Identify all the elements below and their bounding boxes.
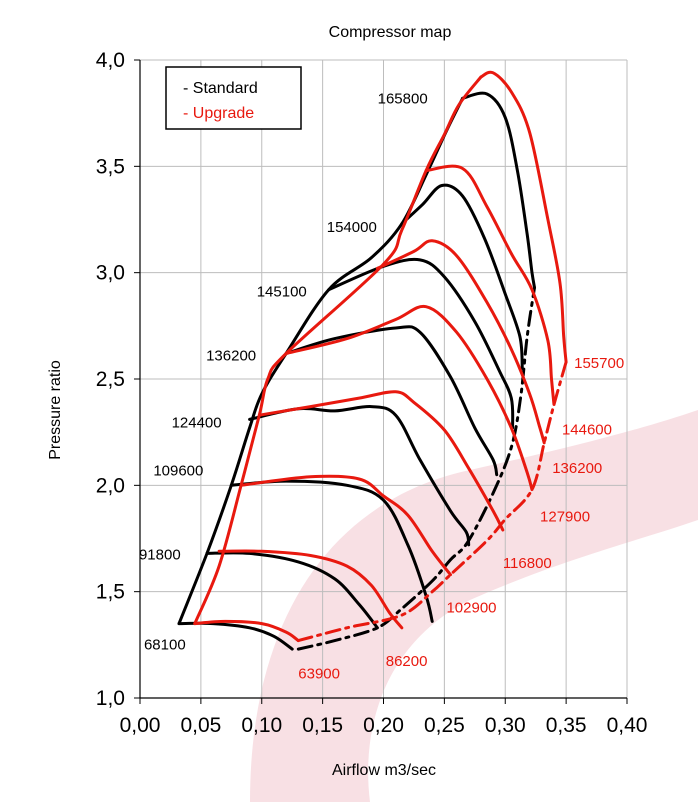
upgrade-speed-line-116800: [257, 390, 505, 532]
x-tick-label: 0,10: [241, 714, 282, 737]
upgrade-speed-line-144600: [424, 164, 556, 406]
standard-speed-line-145100: [327, 257, 515, 430]
y-tick-label: 3,5: [96, 155, 125, 178]
x-tick-label: 0,25: [424, 714, 465, 737]
y-tick-label: 2,0: [96, 474, 125, 497]
grid-lines: [140, 59, 628, 698]
upgrade-rpm-label: 144600: [562, 422, 612, 439]
upgrade-speed-line-86200: [217, 549, 404, 630]
upgrade-speed-line-136200: [375, 239, 546, 445]
rpm-labels: 165800 154000 145100 136200 124400 109600 9180…: [139, 90, 624, 682]
upgrade-speed-line-63900: [193, 619, 300, 643]
upgrade-rpm-label: 155700: [574, 355, 624, 372]
y-tick-label: 4,0: [96, 49, 125, 72]
standard-rpm-label: 91800: [139, 546, 181, 563]
chart-title: Compressor map: [329, 24, 452, 41]
standard-rpm-label: 136200: [206, 347, 256, 364]
y-tick-label: 2,5: [96, 368, 125, 391]
upgrade-choke-line: [296, 360, 568, 643]
standard-rpm-label: 124400: [172, 414, 222, 431]
upgrade-rpm-label: 86200: [386, 653, 428, 670]
standard-speed-line-165800: [461, 91, 536, 290]
standard-rpm-label: 68100: [144, 637, 186, 654]
standard-choke-line: [296, 286, 536, 651]
standard-rpm-label: 109600: [153, 462, 203, 479]
y-axis-label: Pressure ratio: [47, 360, 64, 460]
legend-standard: - Standard: [183, 80, 258, 97]
upgrade-rpm-label: 136200: [552, 460, 602, 477]
x-tick-label: 0,15: [302, 714, 343, 737]
y-tick-label: 3,0: [96, 262, 125, 285]
standard-rpm-label: 165800: [378, 90, 428, 107]
x-tick-label: 0,05: [180, 714, 221, 737]
standard-rpm-label: 145100: [257, 284, 307, 301]
axes: 0,00 0,05 0,10 0,15 0,20 0,25 0,30 0,35 0,40 1,0 1…: [96, 49, 648, 737]
standard-speed-line-136200: [284, 325, 499, 477]
x-tick-label: 0,30: [485, 714, 526, 737]
standard-surge-line: [177, 96, 465, 626]
legend-box: [165, 66, 302, 130]
upgrade-surge-line: [193, 75, 483, 626]
upgrade-speed-line-102900: [239, 474, 452, 577]
standard-speed-line-124400: [248, 405, 471, 547]
series-layer: [177, 70, 568, 651]
legend: - Standard - Upgrade: [165, 66, 302, 130]
standard-speed-line-154000: [400, 183, 524, 370]
upgrade-rpm-label: 127900: [540, 509, 590, 526]
y-tick-label: 1,5: [96, 581, 125, 604]
legend-upgrade: - Upgrade: [183, 105, 254, 122]
x-tick-label: 0,40: [607, 714, 648, 737]
upgrade-rpm-label: 116800: [503, 555, 552, 572]
y-tick-label: 1,0: [96, 687, 125, 710]
x-tick-label: 0,00: [120, 714, 161, 737]
x-tick-label: 0,35: [546, 714, 587, 737]
standard-speed-line-91800: [205, 551, 379, 630]
upgrade-speed-line-155700: [479, 70, 568, 364]
x-tick-label: 0,20: [363, 714, 404, 737]
upgrade-rpm-label: 63900: [298, 666, 340, 683]
series-upgrade: [193, 70, 568, 643]
upgrade-speed-line-127900: [284, 304, 534, 492]
watermark-swoosh: [250, 410, 698, 802]
standard-rpm-label: 154000: [327, 219, 377, 236]
x-axis-label: Airflow m3/sec: [332, 762, 436, 779]
upgrade-rpm-label: 102900: [446, 600, 496, 617]
